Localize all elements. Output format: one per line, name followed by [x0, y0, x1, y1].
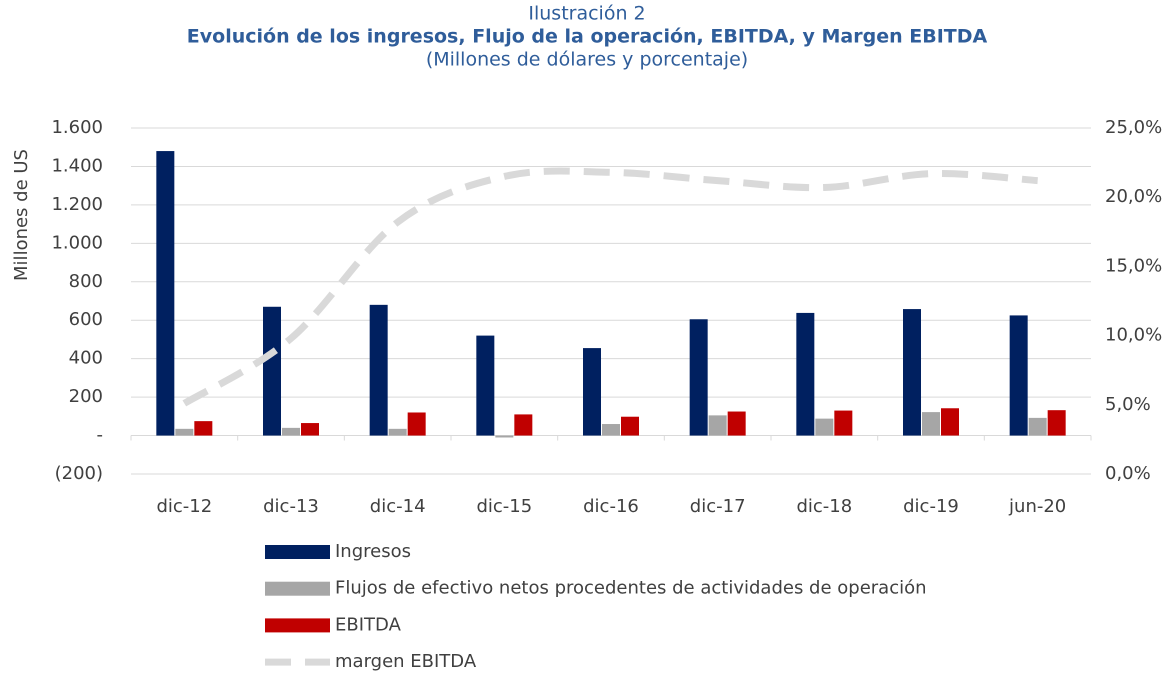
chart-supertitle: Ilustración 2 [528, 3, 645, 25]
legend-label: margen EBITDA [335, 651, 477, 672]
bar [263, 306, 281, 436]
bar [369, 304, 388, 436]
x-tick-label: dic-17 [690, 496, 746, 517]
x-tick-label: dic-13 [263, 496, 319, 517]
legend-label: Ingresos [335, 541, 411, 562]
y2-tick-label: 10,0% [1105, 325, 1162, 346]
bar [903, 309, 921, 436]
y2-tick-label: 0,0% [1105, 463, 1151, 484]
y-tick-label: 1.400 [51, 155, 103, 176]
bar [301, 423, 319, 436]
bar [834, 410, 853, 436]
y2-tick-label: 20,0% [1105, 186, 1162, 207]
x-tick-label: dic-15 [476, 496, 532, 517]
x-tick-label: jun-20 [1008, 496, 1066, 517]
y-axis-label: Millones de US [11, 149, 32, 281]
bar [194, 421, 213, 436]
bar [602, 424, 620, 436]
y-tick-label: 800 [69, 271, 103, 292]
bar [689, 319, 708, 436]
bar [282, 427, 300, 436]
legend-label: Flujos de efectivo netos procedentes de … [335, 578, 927, 599]
bar [175, 428, 194, 436]
bar [1028, 417, 1047, 436]
y2-tick-label: 25,0% [1105, 117, 1162, 138]
y2-tick-label: 15,0% [1105, 255, 1162, 276]
bar [922, 412, 940, 436]
y-tick-label: - [97, 425, 104, 446]
x-tick-label: dic-18 [796, 496, 852, 517]
bar [796, 312, 815, 436]
y-tick-label: 600 [69, 309, 103, 330]
y-tick-label: 1.600 [51, 117, 103, 138]
legend-swatch [265, 545, 330, 559]
y-tick-label: 1.000 [51, 232, 103, 253]
y-tick-label: 200 [69, 386, 103, 407]
bar [941, 408, 959, 436]
y-tick-label: (200) [55, 463, 103, 484]
bar [727, 411, 746, 436]
chart-title: Evolución de los ingresos, Flujo de la o… [187, 26, 988, 48]
legend-swatch [265, 618, 330, 633]
bar [495, 435, 514, 438]
y2-tick-label: 5,0% [1105, 394, 1151, 415]
legend-swatch [265, 581, 330, 596]
bar [1047, 410, 1066, 436]
bar [156, 151, 175, 436]
bar [708, 415, 727, 436]
bar [1009, 315, 1028, 436]
x-tick-label: dic-12 [156, 496, 212, 517]
bar [621, 416, 639, 436]
x-tick-label: dic-14 [370, 496, 426, 517]
y-tick-label: 400 [69, 348, 103, 369]
x-tick-label: dic-16 [583, 496, 639, 517]
bar [583, 348, 601, 436]
bar [514, 414, 533, 436]
x-tick-label: dic-19 [903, 496, 959, 517]
line-series [182, 167, 1038, 407]
chart-subtitle: (Millones de dólares y porcentaje) [426, 49, 748, 71]
bar [407, 412, 426, 436]
y-tick-label: 1.200 [51, 194, 103, 215]
bar [815, 418, 834, 436]
bar [388, 428, 407, 436]
legend-label: EBITDA [335, 614, 402, 635]
bar [476, 335, 495, 436]
